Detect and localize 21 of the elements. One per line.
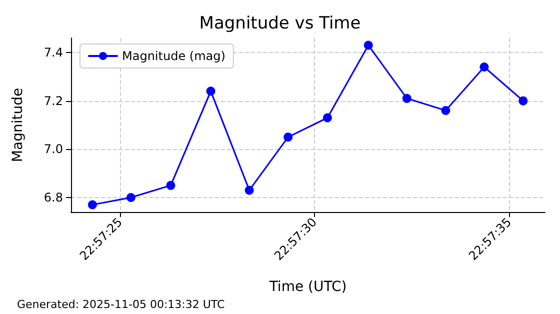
point — [284, 132, 293, 142]
y-tick-label: 7.0 — [44, 142, 63, 156]
point — [441, 106, 450, 115]
chart-title: Magnitude vs Time — [199, 14, 361, 34]
point — [518, 96, 528, 106]
point — [402, 94, 412, 103]
point — [88, 200, 97, 210]
legend-label: Magnitude (mag) — [122, 49, 226, 63]
y-tick-label: 7.4 — [44, 46, 63, 60]
point — [480, 62, 489, 72]
point — [244, 186, 254, 195]
y-tick-label: 6.8 — [44, 190, 63, 204]
point — [166, 180, 176, 190]
x-axis-title: Time (UTC) — [268, 279, 347, 295]
point — [322, 113, 332, 122]
y-axis-title: Magnitude — [10, 88, 26, 162]
text: Generated: 2025-11-05 00:13:32 UTC — [17, 298, 226, 311]
point — [126, 193, 136, 202]
y-tick-label: 7.2 — [44, 94, 63, 108]
point — [364, 40, 373, 50]
point — [206, 86, 216, 96]
